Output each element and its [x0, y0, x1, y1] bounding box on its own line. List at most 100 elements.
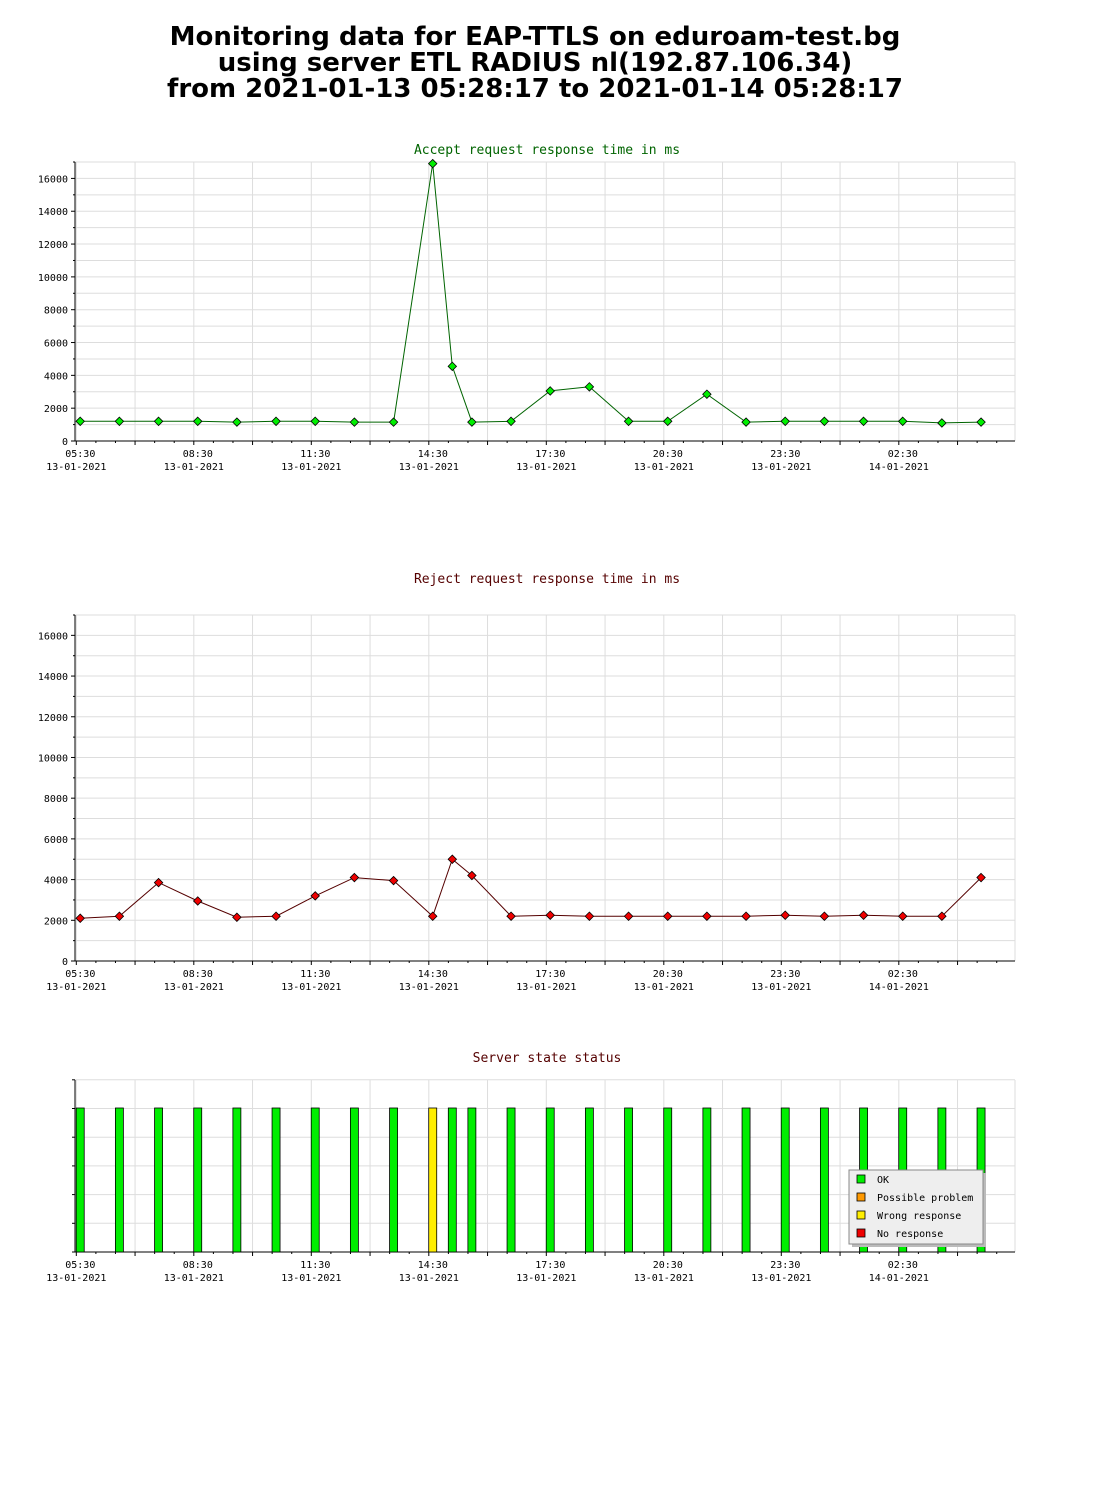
- status-bar: [702, 1107, 712, 1253]
- report-header: Monitoring data for EAP-TTLS on eduroam-…: [0, 24, 1070, 102]
- data-point: [623, 911, 634, 921]
- legend-box: [848, 1169, 984, 1245]
- data-point: [271, 911, 281, 921]
- status-bar: [624, 1107, 633, 1253]
- data-point: [702, 911, 712, 921]
- x-tick-date: 13-01-2021: [281, 1273, 341, 1284]
- series-line: [80, 858, 982, 919]
- data-point: [584, 911, 595, 921]
- data-point: [349, 417, 360, 427]
- x-tick-date: 13-01-2021: [751, 1273, 811, 1284]
- y-tick-label: 16000: [38, 631, 68, 642]
- data-point: [114, 416, 125, 427]
- status-bar: [780, 1107, 790, 1253]
- data-point: [662, 416, 673, 427]
- y-tick-label: 4000: [44, 371, 68, 382]
- x-tick-time: 11:30: [300, 1260, 330, 1271]
- chart-3: Server state status 05:30 13-01-2021 08:30 1…: [46, 1051, 1016, 1284]
- x-tick-time: 17:30: [535, 1260, 565, 1271]
- x-tick-date: 13-01-2021: [516, 462, 576, 473]
- x-tick-time: 23:30: [770, 1260, 800, 1271]
- legend-label: OK: [877, 1175, 889, 1186]
- header-line-1: Monitoring data for EAP-TTLS on eduroam-…: [169, 22, 901, 52]
- x-tick-date: 13-01-2021: [164, 462, 224, 473]
- legend-swatch: [856, 1210, 866, 1220]
- data-point: [584, 382, 595, 392]
- x-tick-date: 13-01-2021: [46, 982, 106, 993]
- data-point: [819, 911, 830, 921]
- data-point: [75, 416, 85, 427]
- y-tick-label: 12000: [38, 713, 68, 724]
- data-point: [192, 416, 203, 427]
- x-tick-time: 20:30: [653, 969, 683, 980]
- data-point: [506, 911, 516, 921]
- x-tick-date: 13-01-2021: [164, 1273, 224, 1284]
- status-bar: [545, 1107, 555, 1253]
- data-point: [75, 913, 85, 924]
- x-tick-date: 13-01-2021: [399, 1273, 459, 1284]
- y-tick-label: 6000: [44, 835, 68, 846]
- data-point: [388, 417, 399, 427]
- status-bar: [447, 1107, 457, 1253]
- x-tick-time: 14:30: [418, 1260, 448, 1271]
- y-tick-label: 10000: [38, 753, 68, 764]
- x-tick-date: 13-01-2021: [634, 1273, 694, 1284]
- data-point: [545, 386, 555, 396]
- x-tick-time: 14:30: [418, 969, 448, 980]
- y-tick-label: 2000: [44, 404, 68, 415]
- y-tick-label: 16000: [38, 174, 68, 185]
- x-tick-time: 11:30: [300, 969, 330, 980]
- y-tick-label: 8000: [44, 794, 68, 805]
- data-point: [310, 416, 320, 427]
- status-bar: [467, 1107, 477, 1253]
- data-point: [858, 416, 869, 427]
- status-bar: [271, 1107, 281, 1253]
- x-tick-time: 23:30: [770, 969, 800, 980]
- data-point: [976, 417, 986, 427]
- data-point: [937, 911, 947, 921]
- data-point: [427, 911, 438, 921]
- data-point: [467, 870, 477, 881]
- x-tick-time: 05:30: [65, 449, 95, 460]
- y-tick-label: 8000: [44, 306, 68, 317]
- header-line-3: from 2021-01-13 05:28:17 to 2021-01-14 0…: [167, 74, 903, 104]
- data-point: [192, 896, 203, 906]
- chart-2: Reject request response time in ms 0 2000 4…: [38, 572, 1016, 993]
- x-tick-time: 23:30: [770, 449, 800, 460]
- x-tick-date: 13-01-2021: [634, 462, 694, 473]
- data-point: [741, 911, 751, 921]
- data-point: [349, 872, 360, 883]
- data-point: [271, 416, 281, 427]
- x-tick-date: 13-01-2021: [399, 462, 459, 473]
- status-bar: [232, 1107, 242, 1253]
- status-bar: [506, 1107, 516, 1253]
- x-tick-time: 17:30: [535, 449, 565, 460]
- chart-title: Reject request response time in ms: [414, 572, 680, 587]
- data-point: [467, 417, 477, 427]
- data-point: [819, 416, 830, 427]
- data-point: [153, 416, 164, 427]
- x-tick-date: 13-01-2021: [399, 982, 459, 993]
- status-bar: [193, 1107, 203, 1253]
- x-tick-date: 13-01-2021: [164, 982, 224, 993]
- y-tick-label: 14000: [38, 672, 68, 683]
- x-tick-time: 02:30: [888, 969, 918, 980]
- x-tick-date: 13-01-2021: [46, 462, 106, 473]
- data-point: [897, 911, 908, 921]
- legend-swatch: [856, 1174, 866, 1184]
- x-tick-time: 17:30: [535, 969, 565, 980]
- data-point: [447, 854, 458, 865]
- status-bar: [389, 1107, 398, 1253]
- x-tick-date: 13-01-2021: [751, 462, 811, 473]
- status-bar: [741, 1107, 751, 1253]
- status-bar: [154, 1107, 163, 1253]
- y-tick-label: 0: [62, 437, 68, 448]
- status-bar: [428, 1107, 438, 1253]
- chart-1: Accept request response time in ms 0 2000 4…: [38, 143, 1016, 473]
- data-point: [506, 416, 516, 427]
- status-bar: [114, 1107, 124, 1253]
- data-point: [937, 418, 947, 428]
- x-tick-date: 13-01-2021: [516, 1273, 576, 1284]
- header-line-2: using server ETL RADIUS nl(192.87.106.34…: [217, 48, 853, 78]
- data-point: [662, 911, 673, 921]
